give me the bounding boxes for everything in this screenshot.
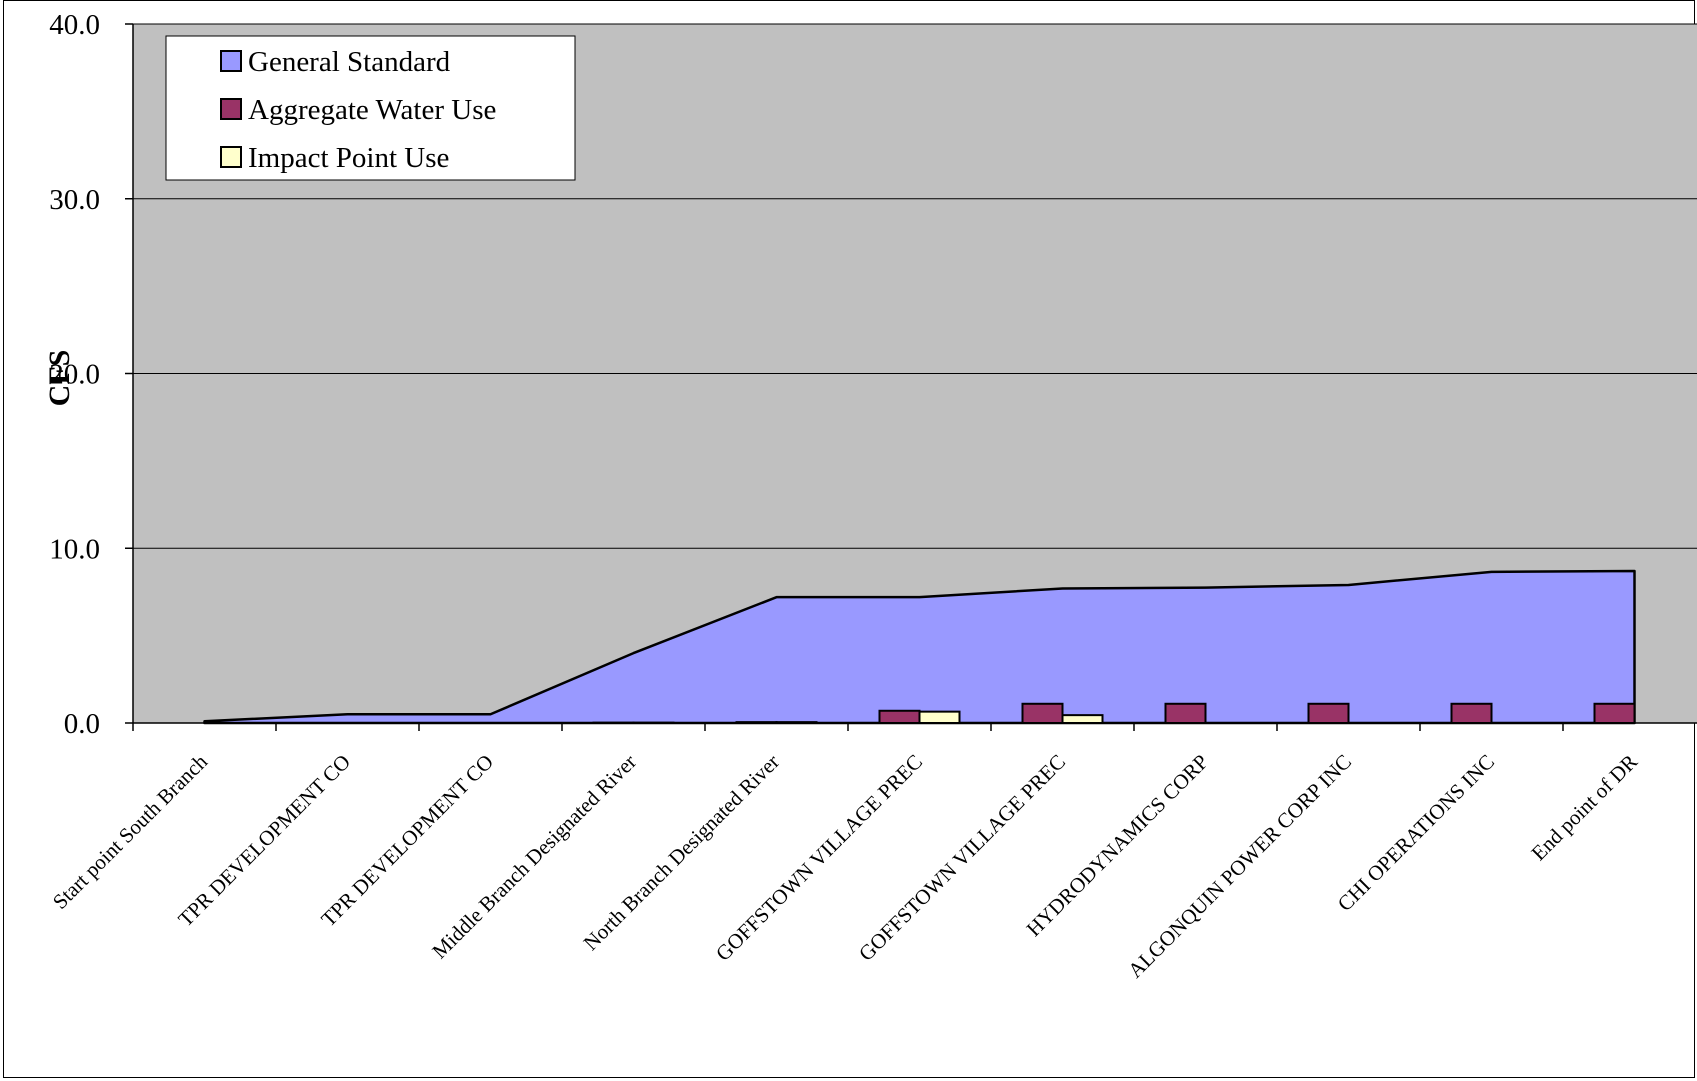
bar-aggregate-water-use	[1164, 702, 1207, 725]
gridlines	[133, 23, 1697, 549]
series-area-general-standard	[203, 569, 1636, 725]
x-category-label: CHI OPERATIONS INC	[1333, 750, 1499, 916]
legend-entry: Impact Point Use	[248, 142, 449, 174]
bar-aggregate-water-use	[1021, 702, 1064, 725]
legend-swatch	[220, 146, 242, 168]
legend-entry: Aggregate Water Use	[248, 94, 496, 126]
y-tick-label: 40.0	[49, 9, 100, 41]
bar-aggregate-water-use	[878, 709, 921, 725]
legend-swatch	[220, 98, 242, 120]
bar-impact-point-use	[918, 710, 961, 724]
y-tick-labels: 0.0 10.0 20.0 30.0 40.0	[49, 9, 100, 740]
y-axis-title: CFS	[43, 350, 76, 407]
y-tick-label: 20.0	[49, 359, 100, 391]
bar-aggregate-water-use	[1593, 702, 1636, 725]
bar-aggregate-water-use	[1450, 702, 1493, 725]
bar-aggregate-water-use	[1307, 702, 1350, 725]
x-category-label: Start point South Branch	[48, 749, 213, 914]
legend: General Standard Aggregate Water Use Impac…	[165, 35, 576, 181]
axes	[125, 23, 1697, 731]
y-tick-label: 0.0	[64, 708, 100, 740]
x-category-label: ALGONQUIN POWER CORP INC	[1123, 750, 1356, 983]
legend-entry: General Standard	[248, 46, 451, 78]
y-tick-label: 30.0	[49, 184, 100, 216]
bar-impact-point-use	[1061, 714, 1104, 724]
y-tick-label: 10.0	[49, 533, 100, 565]
x-category-label: End point of DR	[1526, 750, 1642, 866]
legend-swatch	[220, 50, 242, 72]
